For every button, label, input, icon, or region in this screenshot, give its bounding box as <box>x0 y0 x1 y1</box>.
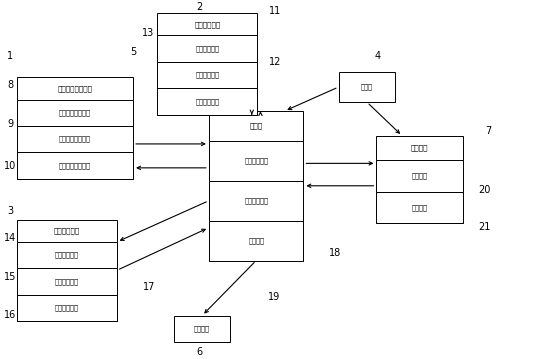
Text: 路线校正单元: 路线校正单元 <box>55 278 79 285</box>
Text: 定位监测单元: 定位监测单元 <box>55 304 79 311</box>
Bar <box>17 220 117 321</box>
Bar <box>17 77 133 179</box>
Text: 16: 16 <box>4 309 17 320</box>
Bar <box>173 316 230 342</box>
Bar <box>17 99 133 126</box>
Text: 温度监测单元: 温度监测单元 <box>196 45 220 52</box>
Text: 药品监测模块: 药品监测模块 <box>195 21 221 28</box>
Bar <box>339 72 395 102</box>
Text: 9: 9 <box>8 119 14 129</box>
Text: 智能终端: 智能终端 <box>411 145 428 151</box>
Text: 12: 12 <box>269 57 281 67</box>
Text: 出库信息采集单元: 出库信息采集单元 <box>59 136 91 143</box>
Text: 8: 8 <box>8 80 14 90</box>
Text: 11: 11 <box>269 6 281 16</box>
Text: 5: 5 <box>130 47 136 57</box>
Text: 路线管理模块: 路线管理模块 <box>54 228 80 234</box>
Bar <box>209 181 304 221</box>
Text: 20: 20 <box>479 185 491 195</box>
Bar <box>158 36 257 62</box>
Bar <box>377 192 463 223</box>
Text: 视频监测单元: 视频监测单元 <box>196 98 220 105</box>
Bar <box>209 111 304 261</box>
Bar <box>17 295 117 321</box>
Bar <box>17 242 117 268</box>
Text: 显示单元: 显示单元 <box>412 173 428 180</box>
Text: 13: 13 <box>141 28 154 38</box>
Text: 信息收发单元: 信息收发单元 <box>244 197 268 204</box>
Text: 云平台: 云平台 <box>249 123 263 129</box>
Text: 17: 17 <box>143 282 156 292</box>
Bar <box>17 126 133 152</box>
Bar <box>209 221 304 261</box>
Bar <box>17 152 133 179</box>
Bar <box>158 62 257 88</box>
Text: 10: 10 <box>4 161 17 171</box>
Text: 19: 19 <box>268 292 280 302</box>
Bar <box>377 160 463 192</box>
Text: 21: 21 <box>479 222 491 232</box>
Text: 中央处理单元: 中央处理单元 <box>244 158 268 164</box>
Text: 入库信息采集单元: 入库信息采集单元 <box>59 109 91 116</box>
Text: 输入单元: 输入单元 <box>412 204 428 211</box>
Text: 18: 18 <box>328 248 341 258</box>
Text: 3: 3 <box>8 206 14 216</box>
Text: 6: 6 <box>197 348 203 357</box>
Text: 药品信息管理模块: 药品信息管理模块 <box>57 85 93 92</box>
Text: 路线规划单元: 路线规划单元 <box>55 252 79 258</box>
Bar <box>158 88 257 115</box>
Text: 存放时间统计单元: 存放时间统计单元 <box>59 162 91 169</box>
Text: 14: 14 <box>4 233 17 243</box>
Text: 存储单元: 存储单元 <box>248 237 264 244</box>
Text: 数据库: 数据库 <box>361 84 373 90</box>
Bar <box>17 268 117 295</box>
Text: 警示模块: 警示模块 <box>194 326 210 332</box>
Text: 2: 2 <box>197 2 203 12</box>
Text: 7: 7 <box>485 126 492 136</box>
Text: 4: 4 <box>375 51 381 61</box>
Bar <box>158 13 257 115</box>
Bar <box>209 141 304 181</box>
Text: 1: 1 <box>8 51 14 61</box>
Text: 湿度监测单元: 湿度监测单元 <box>196 72 220 78</box>
Text: 15: 15 <box>4 271 17 281</box>
Bar <box>377 136 463 223</box>
